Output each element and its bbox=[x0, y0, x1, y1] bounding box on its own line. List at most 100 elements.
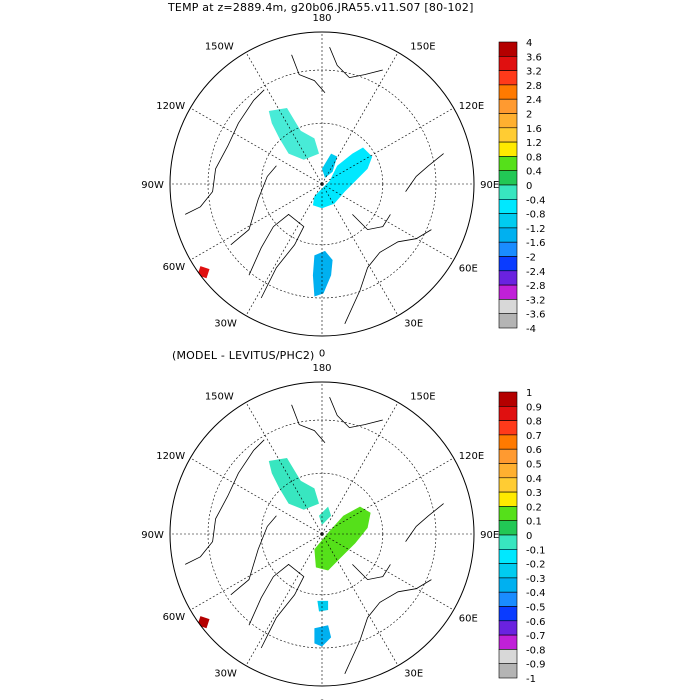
longitude-label: 30E bbox=[404, 318, 423, 329]
meridian-line bbox=[190, 183, 323, 261]
colorbar-swatch bbox=[498, 591, 518, 607]
colorbar-model-temp: 4 3.6 3.2 2.8 2.4 2 1.6 1.2 0.8 0.4 0 -0.4 -0.8 -1.2 -… bbox=[498, 38, 546, 335]
longitude-label: 150E bbox=[410, 392, 435, 403]
colorbar-tick-label: 3.2 bbox=[526, 67, 542, 78]
meridian-line bbox=[321, 402, 399, 535]
colorbar-tick-label: -0.1 bbox=[526, 545, 546, 556]
longitude-label: 30E bbox=[404, 668, 423, 679]
colorbar-swatch bbox=[498, 434, 518, 450]
colorbar-tick-label: -0.6 bbox=[526, 617, 546, 628]
coastline bbox=[291, 54, 326, 94]
meridian-line bbox=[321, 457, 454, 535]
meridian-line bbox=[190, 107, 323, 185]
longitude-label: 180 bbox=[312, 13, 331, 24]
colorbar-tick-label: -0.4 bbox=[526, 588, 546, 599]
colorbar-tick-label: -0.8 bbox=[526, 645, 546, 656]
colorbar-swatch bbox=[498, 548, 518, 564]
coastline bbox=[352, 214, 391, 231]
coastline bbox=[248, 213, 305, 299]
colorbar-tick-label: 0.8 bbox=[526, 417, 542, 428]
longitude-label: 90E bbox=[480, 530, 499, 541]
colorbar-swatch bbox=[498, 113, 518, 129]
meridian-line bbox=[245, 533, 323, 666]
colorbar-swatch bbox=[498, 184, 518, 200]
colorbar-tick-label: -1 bbox=[526, 674, 536, 685]
colorbar-tick-label: 1.2 bbox=[526, 138, 542, 149]
coastline bbox=[329, 47, 383, 79]
map-panel-model-temp: 180 150E 120E 90E 60E 30E 0 30W 60W 90W 120W 150W bbox=[141, 13, 499, 360]
colorbar-tick-label: 3.6 bbox=[526, 52, 542, 63]
colorbar-tick-label: -1.2 bbox=[526, 224, 546, 235]
colorbar-model-minus-obs: 1 0.9 0.8 0.7 0.6 0.5 0.4 0.3 0.2 0.1 0 -0.1 -0.2 -0.… bbox=[498, 388, 546, 685]
colorbar-swatch bbox=[498, 506, 518, 521]
parallel-circle bbox=[207, 419, 437, 649]
longitude-label: 30W bbox=[214, 318, 237, 329]
meridian-line bbox=[321, 183, 454, 261]
colorbar-tick-label: 0.7 bbox=[526, 431, 542, 442]
colorbar-tick-label: -2.4 bbox=[526, 267, 546, 278]
coastline bbox=[405, 503, 444, 542]
colorbar-tick-label: 0.9 bbox=[526, 402, 542, 413]
colorbar-swatch bbox=[498, 649, 518, 665]
colorbar-tick-label: 4 bbox=[526, 38, 532, 49]
map-border bbox=[169, 31, 475, 337]
colorbar-swatch bbox=[498, 577, 518, 593]
colorbar-swatch bbox=[498, 477, 518, 493]
shaded-region-eurasian-basin bbox=[314, 506, 371, 571]
colorbar-tick-label: 0 bbox=[526, 531, 532, 542]
colorbar-tick-label: -0.7 bbox=[526, 631, 546, 642]
colorbar-swatch bbox=[498, 41, 518, 57]
longitude-label: 60W bbox=[163, 612, 186, 623]
colorbar-tick-label: -0.8 bbox=[526, 210, 546, 221]
colorbar-swatch bbox=[498, 420, 518, 436]
colorbar-tick-label: 0 bbox=[526, 181, 532, 192]
shaded-region-labrador-sea bbox=[197, 266, 210, 279]
colorbar-tick-label: -1.6 bbox=[526, 238, 546, 249]
colorbar-tick-label: -4 bbox=[526, 324, 536, 335]
colorbar-swatch bbox=[498, 141, 518, 157]
map-border bbox=[169, 381, 475, 687]
shaded-region-greenland-sea bbox=[312, 250, 333, 297]
longitude-label: 120E bbox=[459, 451, 484, 462]
longitude-label: 0 bbox=[319, 349, 325, 360]
longitude-label: 90W bbox=[141, 180, 164, 191]
colorbar-swatch bbox=[498, 448, 518, 464]
colorbar-swatch bbox=[498, 563, 518, 579]
coastline bbox=[230, 515, 277, 596]
meridian-line bbox=[321, 533, 454, 611]
coastline bbox=[185, 89, 265, 215]
colorbar-tick-label: 0.2 bbox=[526, 502, 542, 513]
colorbar-tick-label: -2 bbox=[526, 253, 536, 264]
colorbar-tick-label: 0.8 bbox=[526, 152, 542, 163]
colorbar-swatch bbox=[498, 70, 518, 86]
colorbar-swatch bbox=[498, 534, 518, 550]
longitude-label: 120E bbox=[459, 101, 484, 112]
meridian-line bbox=[321, 183, 399, 316]
colorbar-swatch bbox=[498, 256, 518, 272]
longitude-label: 180 bbox=[312, 363, 331, 374]
colorbar-tick-label: 0.5 bbox=[526, 460, 542, 471]
colorbar-swatch bbox=[498, 84, 518, 100]
longitude-label: 60E bbox=[459, 614, 478, 625]
longitude-label: 120W bbox=[156, 451, 185, 462]
meridian-line bbox=[190, 533, 323, 611]
meridian-line bbox=[321, 52, 399, 185]
longitude-label: 0 bbox=[319, 699, 325, 700]
colorbar-tick-label: -0.9 bbox=[526, 660, 546, 671]
colorbar-tick-label: 0.4 bbox=[526, 474, 542, 485]
shaded-region-canada-basin bbox=[268, 458, 319, 510]
parallel-circle bbox=[207, 69, 437, 299]
colorbar-tick-label: -0.5 bbox=[526, 603, 546, 614]
coastline bbox=[185, 439, 265, 565]
colorbar-tick-label: 0.3 bbox=[526, 488, 542, 499]
shaded-region-norwegian-sea bbox=[314, 625, 332, 647]
parallel-circle bbox=[260, 122, 384, 246]
colorbar-tick-label: 2 bbox=[526, 110, 532, 121]
shaded-region-labrador-sea bbox=[197, 616, 210, 629]
coastline bbox=[329, 397, 383, 429]
shaded-region-greenland-sea bbox=[317, 600, 329, 612]
colorbar-swatch bbox=[498, 520, 518, 536]
colorbar-tick-label: 0.4 bbox=[526, 167, 542, 178]
figure-title: TEMP at z=2889.4m, g20b06.JRA55.v11.S07 … bbox=[168, 1, 474, 14]
colorbar-swatch bbox=[498, 227, 518, 243]
